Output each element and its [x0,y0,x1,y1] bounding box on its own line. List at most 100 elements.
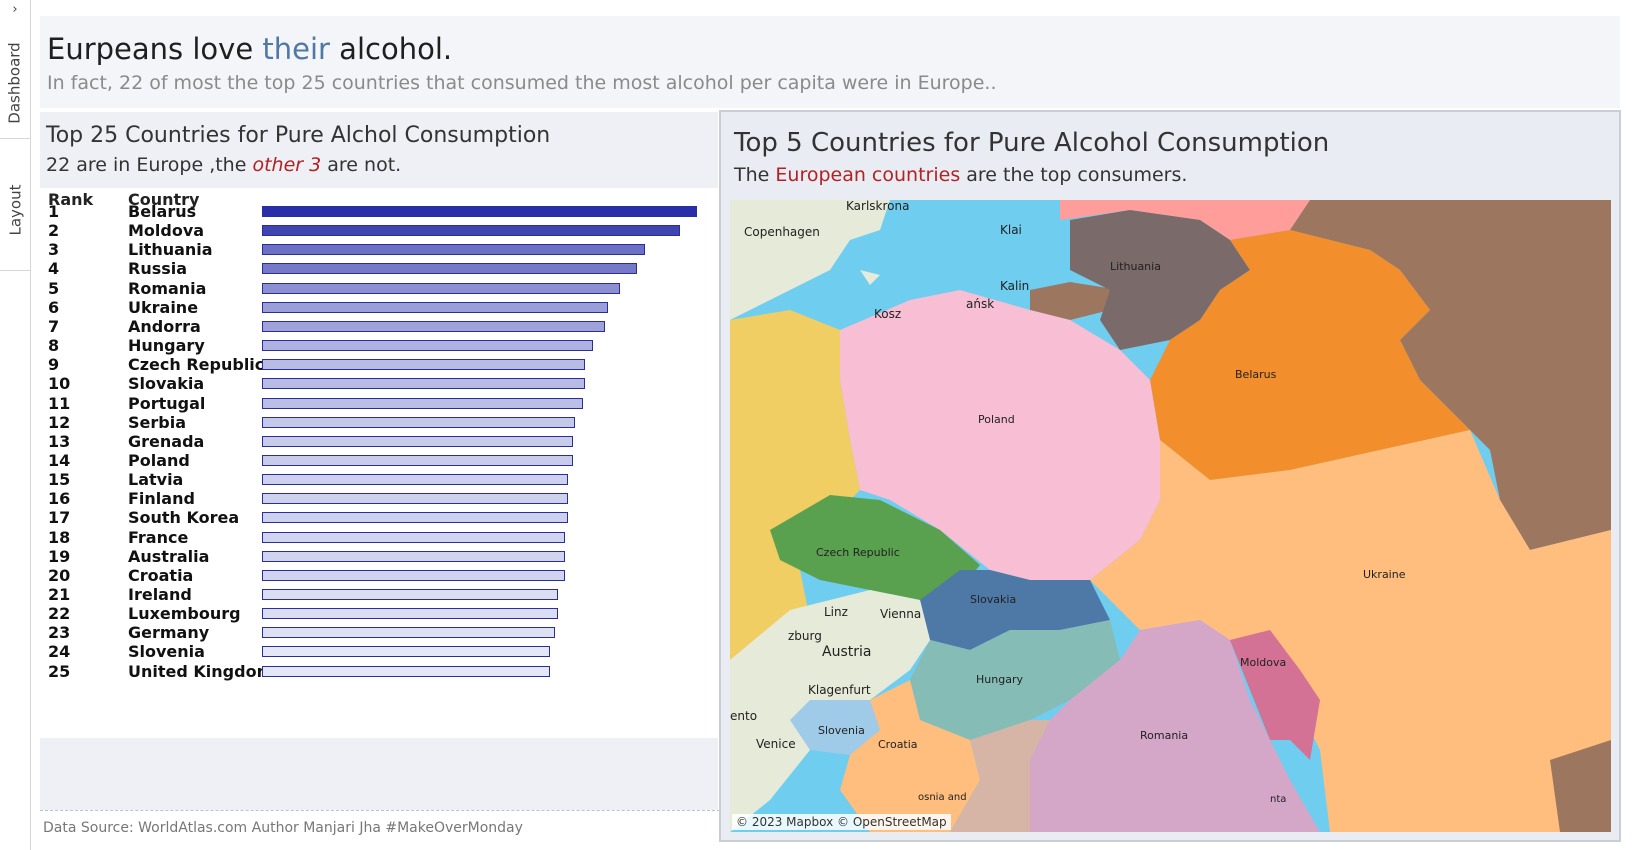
expand-chevron-icon[interactable]: › [12,1,18,17]
hungary-region[interactable] [910,620,1120,740]
country-label-romania: Romania [1140,729,1188,742]
country-label: Romania [128,278,207,298]
city-label-copenhagen: Copenhagen [744,225,820,239]
rank-cell: 12 [48,412,71,432]
bar-chart-subtitle: 22 are in Europe ,the other 3 are not. [46,154,402,176]
bar[interactable] [262,493,568,505]
country-label-austria: Austria [822,644,871,660]
rank-cell: 21 [48,585,71,604]
bar[interactable] [262,608,558,620]
bar[interactable] [262,320,606,332]
bar[interactable] [262,340,593,352]
bar[interactable] [262,665,551,677]
country-label: Serbia [128,412,186,432]
side-rail: › Dashboard Layout [0,0,31,850]
country-label-lithuania: Lithuania [1110,260,1161,273]
country-label: France [128,527,189,547]
rail-tab-layout[interactable]: Layout [0,150,30,271]
moldova-region[interactable] [1230,630,1320,760]
rank-cell: 6 [48,297,60,317]
rank-cell: 22 [48,604,71,624]
rail-tab-dashboard[interactable]: Dashboard [0,28,30,139]
city-label-zburg: zburg [788,629,822,643]
bar[interactable] [262,550,566,562]
czech-republic-region[interactable] [770,495,980,600]
country-label: Finland [128,489,195,509]
country-label-slovenia: Slovenia [818,724,865,737]
map-attribution[interactable]: © 2023 Mapbox © OpenStreetMap [732,814,951,830]
russia-region[interactable] [1290,200,1611,550]
bar[interactable] [262,646,551,658]
germany-region[interactable] [730,310,860,660]
country-column-header: Country [128,190,200,209]
bar[interactable] [262,474,568,486]
croatia-region[interactable] [840,680,980,832]
country-label-slovakia: Slovakia [970,593,1016,606]
country-label: Luxembourg [128,604,241,624]
belarus-region[interactable] [1150,230,1470,480]
bar[interactable] [262,397,583,409]
kaliningrad-region[interactable] [1030,282,1120,320]
slovakia-region[interactable] [920,570,1110,650]
country-label: Slovenia [128,642,205,662]
rank-cell: 10 [48,374,71,394]
country-label-belarus: Belarus [1235,368,1277,381]
europe-map[interactable]: Lithuania Belarus Poland Czech Republic … [730,200,1611,832]
bar[interactable] [262,512,568,524]
dashboard-subtitle: In fact, 22 of most the top 25 countries… [47,72,997,94]
rank-column-header: Rank [48,190,94,209]
lithuania-region[interactable] [1070,210,1250,350]
bar[interactable] [262,454,573,466]
rank-cell: 14 [48,450,71,470]
country-label: Latvia [128,470,184,490]
city-label-klagenfurt: Klagenfurt [808,683,871,697]
serbia-region[interactable] [950,720,1050,832]
bar[interactable] [262,301,608,313]
bar[interactable] [262,627,556,639]
bar[interactable] [262,359,586,371]
bar[interactable] [262,225,680,237]
country-label: Czech Republic [128,355,265,375]
dashboard-header [40,16,1620,108]
rank-cell: 17 [48,508,71,528]
rank-cell: 18 [48,527,71,547]
rank-cell: 13 [48,431,71,451]
rank-cell: 15 [48,470,71,490]
bar[interactable] [262,416,576,428]
bar[interactable] [262,282,620,294]
country-label: Grenada [128,431,205,451]
italy-land [730,650,810,832]
rank-cell: 2 [48,221,60,241]
rank-cell: 11 [48,393,71,413]
slovenia-region[interactable] [790,700,880,755]
country-label: Poland [128,450,190,470]
bar[interactable] [262,244,645,256]
bar[interactable] [262,378,586,390]
rank-cell: 5 [48,278,60,298]
rank-cell: 1 [48,202,60,221]
country-label-ukraine: Ukraine [1363,568,1406,581]
latvia-region[interactable] [1060,200,1310,240]
rank-cell: 24 [48,642,71,662]
ukraine-region[interactable] [1090,430,1611,832]
map-svg: Lithuania Belarus Poland Czech Republic … [730,200,1611,832]
rank-cell: 8 [48,336,60,356]
bar[interactable] [262,589,558,600]
country-label: South Korea [128,508,240,528]
romania-region[interactable] [1030,620,1320,832]
bar-chart-title: Top 25 Countries for Pure Alchol Consump… [46,123,551,148]
city-label-venice: Venice [756,737,796,751]
city-label-ansk: ańsk [966,297,994,311]
bar[interactable] [262,531,566,543]
country-label: Andorra [128,316,201,336]
bar[interactable] [262,206,697,217]
rank-cell: 25 [48,661,71,681]
bar[interactable] [262,435,573,447]
country-label: Belarus [128,202,197,221]
city-label-vienna: Vienna [880,607,921,621]
island-land [860,270,880,285]
bar[interactable] [262,569,566,581]
rank-cell: 9 [48,355,60,375]
poland-region[interactable] [840,290,1160,580]
bar[interactable] [262,263,638,275]
